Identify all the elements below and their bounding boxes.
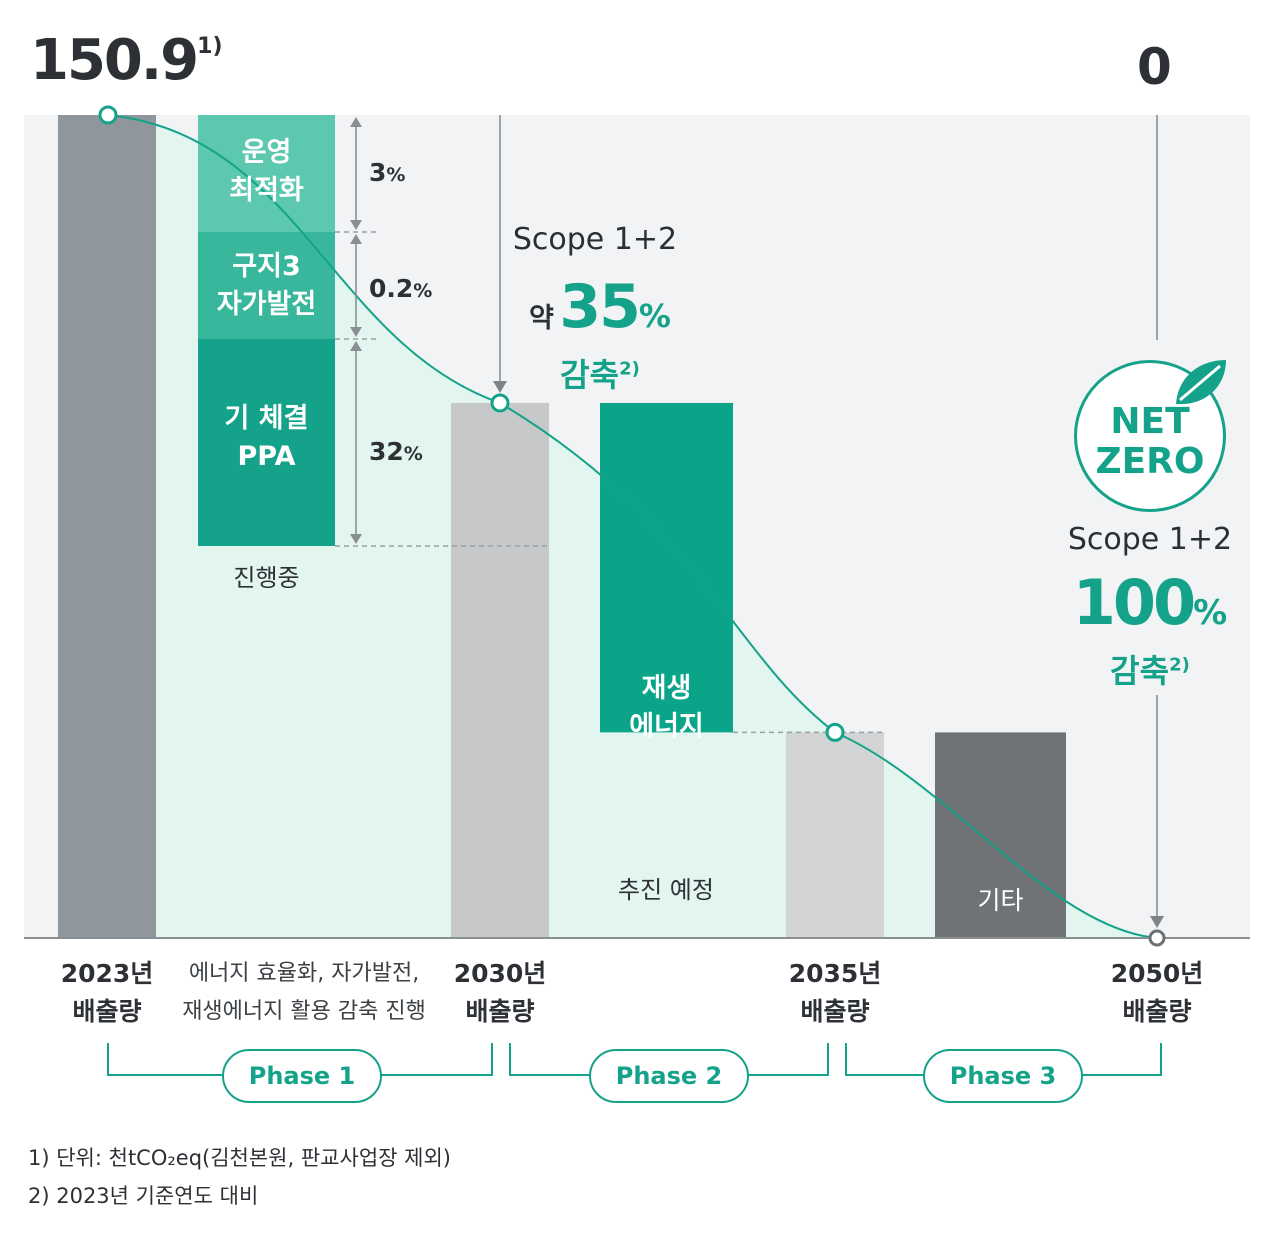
bar-2035 [786, 732, 884, 938]
status-in-progress: 진행중 [233, 564, 300, 592]
x-label-2030: 2030년 배출량 [453, 959, 547, 1026]
end-value-label: 0 [1137, 38, 1172, 96]
segment-1 [198, 115, 335, 232]
segment-label-ppa: 기 체결 PPA [224, 403, 309, 472]
phase1-description: 에너지 효율화, 자가발전, 재생에너지 활용 감축 진행 [182, 961, 426, 1024]
point-marker-1 [98, 105, 118, 125]
measure-arrow-up-1 [350, 117, 362, 127]
measure-arrow-up-2 [350, 234, 362, 244]
x-label-2023: 2023년 배출량 [60, 959, 154, 1026]
x-label-2050: 2050년 배출량 [1110, 959, 1204, 1026]
percent-label-operation: 3% [369, 158, 406, 187]
segment-label-self-generation: 구지3 자가발전 [216, 251, 317, 320]
leaf-icon [1176, 360, 1226, 405]
trend-line [107, 114, 1158, 939]
bar-2030 [451, 402, 549, 938]
status-planned: 추진 예정 [618, 876, 714, 904]
phase-1-badge: Phase 1 [222, 1049, 382, 1103]
start-value-label: 150.91) [30, 28, 223, 93]
arrow-head-2050 [1150, 916, 1164, 928]
segment-3 [198, 339, 335, 546]
segment-label-operation: 운영 최적화 [229, 137, 304, 206]
footnote-unit: 1) 단위: 천tCO₂eq(김천본원, 판교사업장 제외) [28, 1146, 451, 1170]
scope-2050-value: 100% [1072, 566, 1228, 639]
scope-2030-title: Scope 1+2 [512, 222, 678, 257]
measure-arrow-down-1 [350, 220, 362, 230]
net-zero-badge: NET ZERO [1074, 360, 1226, 512]
phase-3-badge: Phase 3 [923, 1049, 1083, 1103]
phase-2-badge: Phase 2 [589, 1049, 749, 1103]
scope-2050-reduction: 감축2) [1110, 652, 1190, 690]
measure-arrow-down-2 [350, 327, 362, 337]
scope-2050-title: Scope 1+2 [1067, 522, 1233, 557]
point-marker-2 [490, 393, 510, 413]
percent-label-ppa: 32% [369, 437, 423, 466]
scope-2030-value: 약 35% [529, 272, 671, 342]
point-marker-4 [1148, 929, 1166, 947]
segment-label-renewable: 재생 에너지 [629, 673, 704, 742]
segment-2 [198, 232, 335, 339]
footnote-base-year: 2) 2023년 기준연도 대비 [28, 1184, 259, 1208]
segment-label-other: 기타 [977, 886, 1024, 915]
scope-2030-reduction: 감축2) [560, 356, 640, 394]
measure-arrow-down-3 [350, 534, 362, 544]
segment-other [935, 732, 1066, 938]
x-label-2035: 2035년 배출량 [788, 959, 882, 1026]
point-marker-3 [825, 722, 845, 742]
measure-arrow-up-3 [350, 341, 362, 351]
bar-2023 [58, 115, 156, 938]
arrow-head-2030 [493, 380, 507, 393]
segment-renewable [600, 402, 733, 733]
percent-label-self-generation: 0.2% [369, 274, 433, 303]
